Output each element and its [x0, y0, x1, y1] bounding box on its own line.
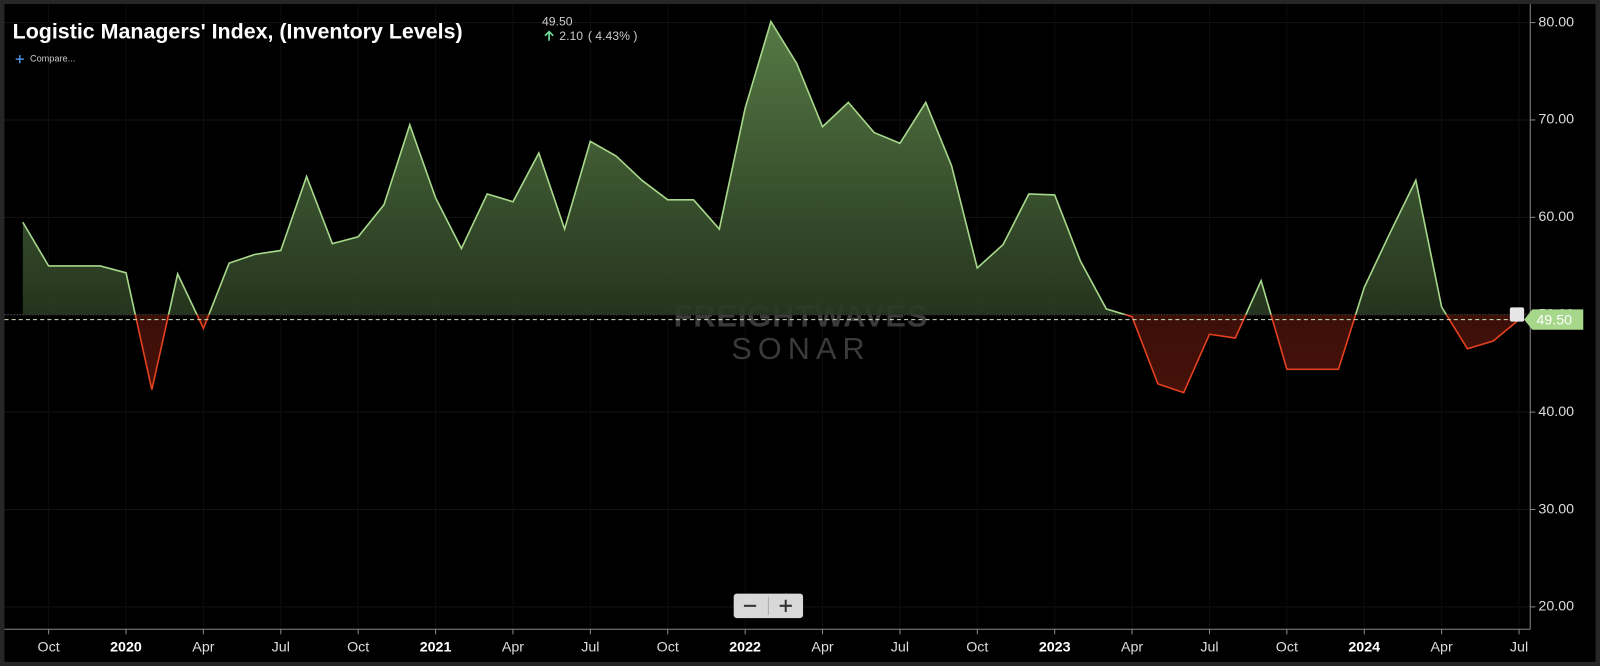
x-tick-label: Apr	[502, 639, 524, 655]
line-above	[22, 19, 1448, 315]
y-tick-label: 20.00	[1538, 599, 1574, 615]
y-tick-label: 30.00	[1538, 501, 1574, 517]
x-tick-label: Oct	[657, 639, 679, 655]
current-value: 49.50	[542, 15, 573, 29]
x-tick-label: Apr	[192, 639, 214, 655]
change: 2.10	[559, 29, 583, 43]
area-below	[135, 314, 1520, 393]
x-tick-label: 2022	[729, 639, 761, 655]
last-value-label: 49.50	[1536, 312, 1572, 328]
last-value-tag	[1524, 309, 1584, 330]
change-pct: ( 4.43% )	[588, 29, 638, 43]
y-tick-label: 80.00	[1538, 14, 1574, 30]
compare-icon[interactable]	[15, 55, 24, 64]
x-tick-label: 2023	[1039, 639, 1071, 655]
x-tick-label: 2020	[110, 639, 142, 655]
x-tick-label: Apr	[1121, 639, 1143, 655]
x-tick-label: Oct	[966, 639, 988, 655]
x-tick-label: Jul	[891, 639, 909, 655]
zoom-controls	[733, 593, 804, 619]
last-value-tag-icon	[1509, 307, 1525, 322]
x-tick-label: Jul	[581, 639, 599, 655]
up-arrow	[544, 30, 554, 41]
chart-title: Logistic Managers' Index, (Inventory Lev…	[13, 19, 463, 43]
y-tick-label: 40.00	[1538, 404, 1574, 420]
x-tick-label: Oct	[1276, 639, 1298, 655]
x-tick-label: Apr	[811, 639, 833, 655]
x-tick-label: Jul	[272, 639, 290, 655]
y-tick-label: 70.00	[1538, 112, 1574, 128]
y-tick-label: 60.00	[1538, 209, 1574, 225]
x-tick-label: Oct	[38, 639, 60, 655]
x-tick-label: Oct	[347, 639, 369, 655]
x-tick-label: Apr	[1431, 639, 1453, 655]
area-above	[22, 21, 1520, 315]
watermark-sub: SONAR	[731, 332, 870, 366]
zoom-in[interactable]	[779, 599, 792, 612]
compare-link[interactable]: Compare...	[30, 54, 75, 64]
x-tick-label: 2021	[420, 639, 452, 655]
x-tick-label: 2024	[1348, 639, 1380, 655]
x-tick-label: Jul	[1510, 639, 1528, 655]
x-tick-label: Jul	[1200, 639, 1218, 655]
